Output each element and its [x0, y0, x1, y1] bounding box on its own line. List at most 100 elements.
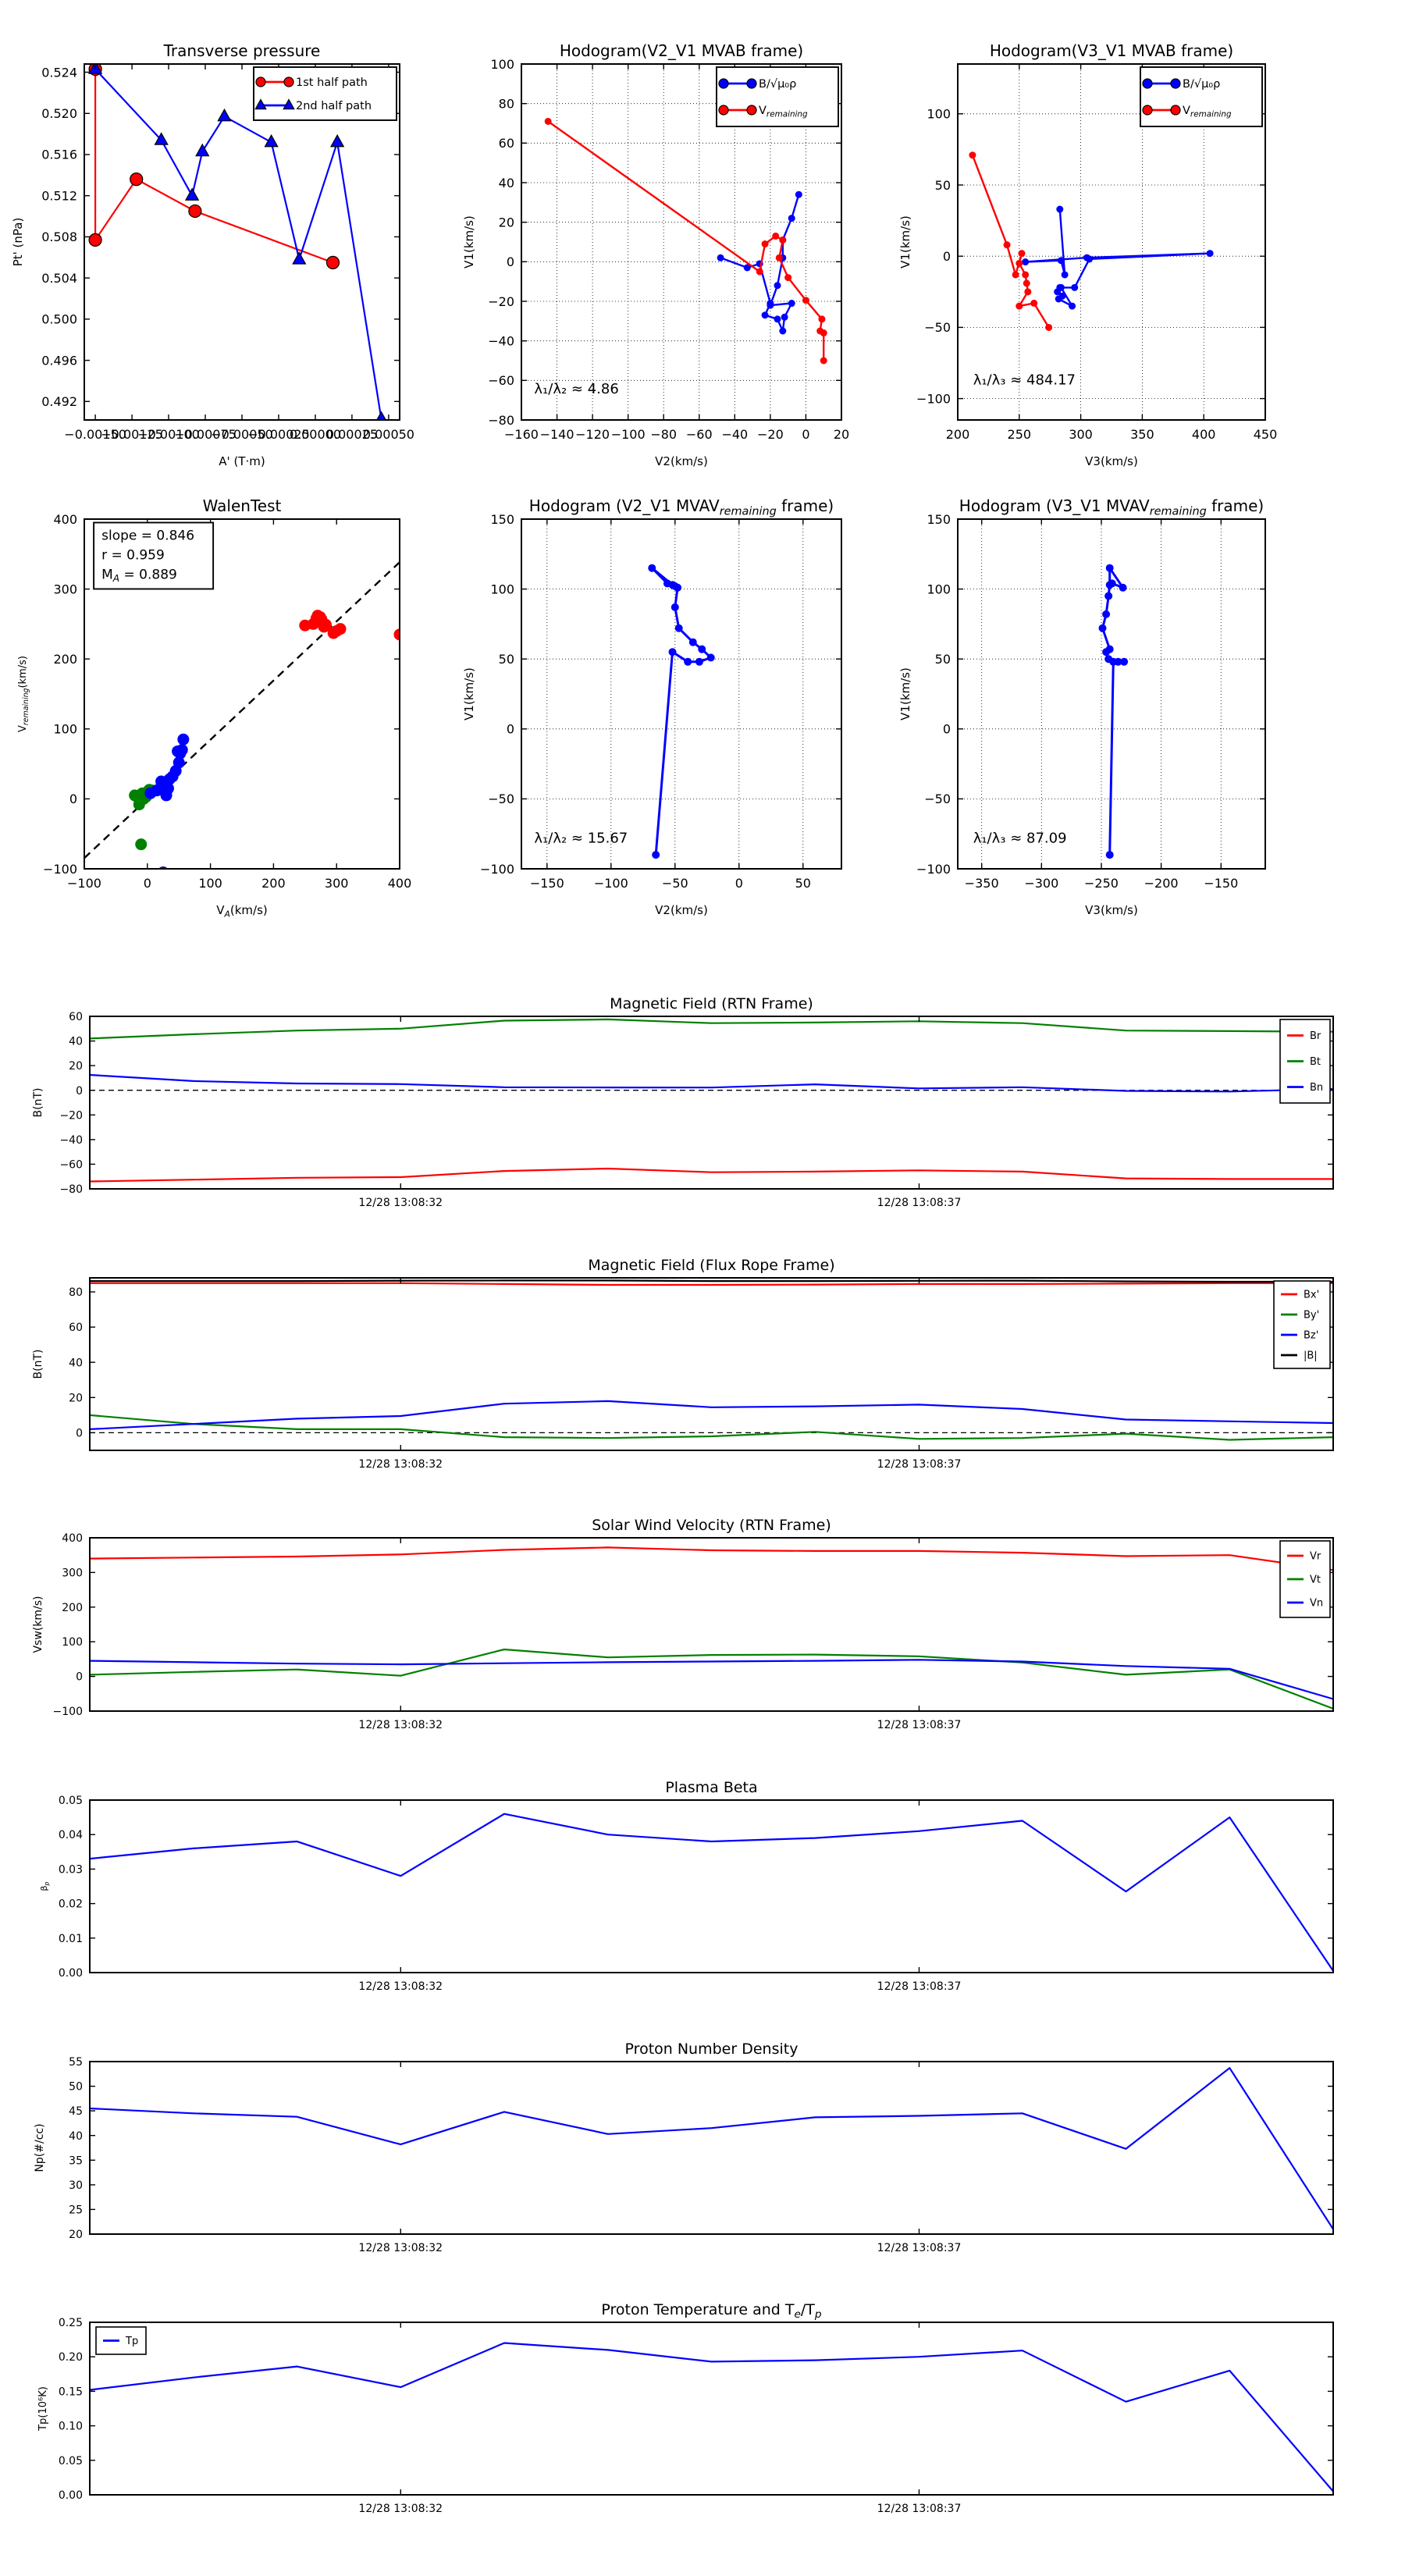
legend-box [1273, 1280, 1331, 1369]
marker-circle [1024, 288, 1032, 296]
legend-label: B/√μ₀ρ [759, 78, 796, 91]
y-tick-label: 50 [935, 178, 951, 193]
marker-circle [779, 327, 787, 335]
axes-frame [89, 2061, 1334, 2235]
y-axis-label: B(nT) [32, 1088, 44, 1118]
marker-circle [1069, 302, 1076, 310]
chart-title: Solar Wind Velocity (RTN Frame) [592, 1517, 831, 1534]
x-tick-label: −0.00050 [211, 427, 273, 442]
series-bx- [90, 1282, 1333, 1286]
marker-circle [652, 851, 660, 859]
x-axis-label: V2(km/s) [655, 903, 708, 917]
y-tick-label: 0 [507, 254, 514, 269]
y-tick-label: −40 [488, 333, 514, 348]
marker-circle [746, 105, 757, 116]
marker-circle [1030, 299, 1038, 307]
legend-proton-temp: Tp [95, 2326, 147, 2355]
chart-hodogram-v2v1-mvav: −150 −100 −50 0 50 −100 −50 0 50 100 150 Hodogram (… [462, 496, 842, 917]
marker-circle [774, 282, 781, 290]
annotation: λ₁/λ₃ ≈ 87.09 [973, 830, 1067, 846]
chart-hodogram-v2v1-mvab: −160 −140 −120 −100 −80 −60 −40 −20 0 20 −80 −60 −40… [462, 41, 849, 468]
series-vn [89, 1659, 1334, 1700]
marker-circle [393, 628, 400, 641]
marker-triangle [154, 132, 169, 145]
marker-circle [1003, 241, 1011, 249]
marker-circle [663, 579, 671, 588]
x-tick-label: −0.00150 [64, 427, 126, 442]
y-tick-label: 20 [69, 1060, 83, 1073]
marker-circle [1170, 105, 1181, 116]
legend-label: Bn [1310, 1082, 1323, 1094]
marker-circle [820, 357, 827, 365]
marker-circle [177, 733, 190, 745]
series-vr [89, 1546, 1334, 1571]
x-tick-label: 300 [325, 876, 349, 891]
y-tick-label: 0 [507, 722, 514, 737]
marker-circle [788, 215, 795, 222]
y-tick-label: 50 [935, 652, 951, 667]
marker-triangle [375, 411, 387, 421]
marker-circle [795, 190, 802, 198]
marker-circle [1012, 271, 1019, 279]
x-tick-label: 0.00025 [326, 427, 378, 442]
x-tick-label: −100 [611, 427, 646, 442]
marker-circle [670, 603, 679, 611]
series-np [89, 2067, 1334, 2230]
marker-circle [319, 618, 332, 631]
marker-circle [746, 78, 757, 89]
chart-title: Hodogram(V2_V1 MVAB frame) [560, 41, 803, 60]
y-tick-label: 300 [62, 1567, 83, 1579]
marker-circle [698, 645, 706, 653]
y-tick-label: 40 [69, 1357, 83, 1369]
x-tick-label: −0.00025 [247, 427, 310, 442]
y-tick-label: 100 [53, 722, 77, 737]
x-tick-label: −350 [965, 876, 999, 891]
y-tick-label: −50 [924, 792, 951, 806]
axes-frame [89, 1277, 1334, 1451]
marker-triangle [195, 143, 210, 157]
y-tick-label: 50 [69, 2081, 83, 2094]
y-tick-label: 0 [76, 1427, 83, 1439]
marker-circle [1119, 583, 1127, 592]
y-tick-label: 0.03 [59, 1863, 83, 1876]
y-axis-label: V1(km/s) [462, 215, 476, 269]
marker-circle [1056, 205, 1064, 213]
marker-circle [1104, 655, 1113, 664]
y-tick-label: −60 [488, 373, 514, 388]
y-axis-label: V1(km/s) [898, 667, 912, 720]
y-tick-label: 200 [53, 652, 77, 667]
x-tick-label: 0 [735, 876, 743, 891]
marker-circle [674, 624, 683, 632]
legend-label: Vr [1310, 1551, 1321, 1563]
x-tick-label: 0 [144, 876, 151, 891]
x-tick-label: −50 [662, 876, 688, 891]
marker-triangle [292, 251, 307, 265]
x-tick-label: −40 [721, 427, 748, 442]
y-tick-label: 40 [69, 1036, 83, 1048]
x-tick-label: −100 [594, 876, 628, 891]
marker-circle [1022, 271, 1030, 279]
marker-circle [695, 657, 703, 666]
marker-circle [668, 648, 677, 656]
marker-triangle [184, 187, 200, 201]
chart-title: Magnetic Field (Flux Rope Frame) [588, 1257, 834, 1274]
marker-circle [1022, 258, 1030, 266]
legend-label: Vremaining [759, 105, 808, 119]
x-tick-label: −100 [67, 876, 101, 891]
series-b-over-sqrt-mu0-rho-markers [717, 190, 802, 335]
chart-proton-density: 12/28 13:08:32 12/28 13:08:37 20 25 30 35 40 45… [34, 2041, 1334, 2254]
x-tick-label: 12/28 13:08:37 [877, 1980, 962, 1993]
marker-circle [1057, 283, 1065, 291]
marker-circle [1098, 624, 1107, 632]
marker-circle [130, 173, 144, 187]
marker-circle [761, 240, 769, 248]
y-tick-label: 0.01 [59, 1933, 83, 1945]
marker-circle [1170, 78, 1181, 89]
chart-title: Hodogram (V3_V1 MVAVremaining frame) [959, 496, 1264, 518]
marker-triangle [330, 133, 345, 148]
y-tick-label: 60 [69, 1011, 83, 1023]
series-vt [89, 1648, 1334, 1710]
stats-box [93, 521, 215, 590]
legend-label: Vt [1310, 1574, 1321, 1586]
